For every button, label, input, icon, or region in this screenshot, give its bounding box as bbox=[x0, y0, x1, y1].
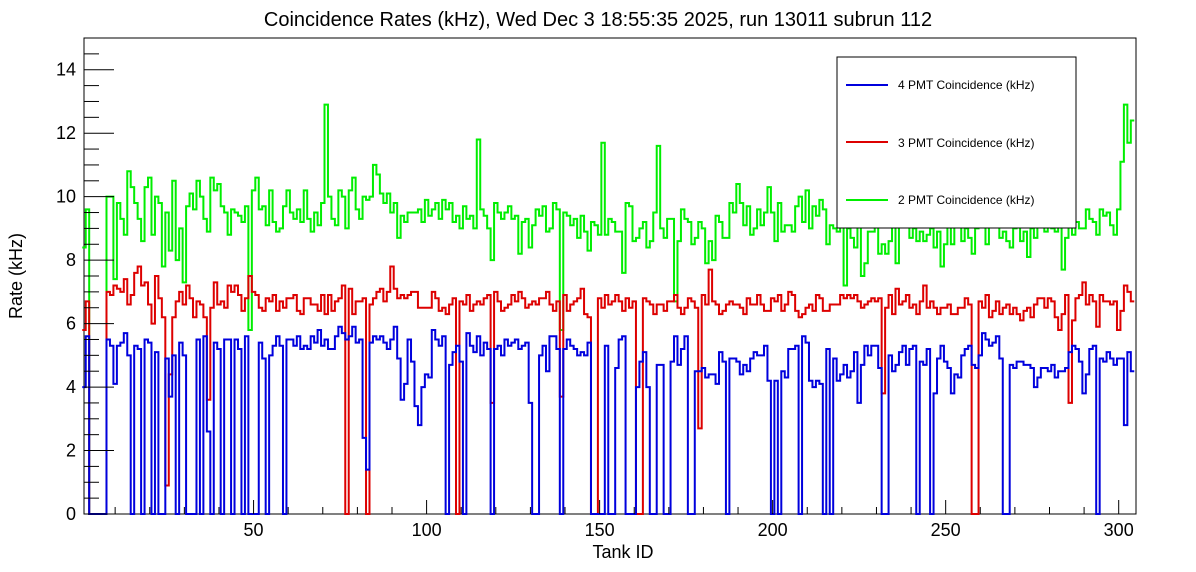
y-tick-label: 6 bbox=[66, 314, 76, 334]
x-tick-label: 250 bbox=[931, 520, 961, 540]
x-tick-label: 150 bbox=[585, 520, 615, 540]
legend: 4 PMT Coincidence (kHz) 3 PMT Coincidenc… bbox=[836, 56, 1077, 229]
y-axis-label: Rate (kHz) bbox=[6, 233, 26, 319]
chart-title: Coincidence Rates (kHz), Wed Dec 3 18:55… bbox=[264, 9, 932, 31]
y-tick-label: 10 bbox=[56, 187, 76, 207]
series-line-4pmt bbox=[82, 325, 1135, 515]
axes: 0 2 4 6 8 10 12 14 50 100 150 200 250 300 bbox=[56, 53, 1134, 540]
x-tick-label: 50 bbox=[244, 520, 264, 540]
x-axis-label: Tank ID bbox=[592, 542, 653, 562]
y-tick-label: 4 bbox=[66, 377, 76, 397]
x-tick-label: 300 bbox=[1104, 520, 1134, 540]
y-tick-label: 0 bbox=[66, 504, 76, 524]
y-tick-label: 2 bbox=[66, 441, 76, 461]
y-tick-label: 14 bbox=[56, 60, 76, 80]
series-line-3pmt bbox=[82, 265, 1135, 515]
y-tick-label: 12 bbox=[56, 123, 76, 143]
legend-label-4pmt: 4 PMT Coincidence (kHz) bbox=[898, 78, 1035, 92]
y-tick-label: 8 bbox=[66, 250, 76, 270]
legend-label-2pmt: 2 PMT Coincidence (kHz) bbox=[898, 193, 1035, 207]
x-tick-label: 200 bbox=[758, 520, 788, 540]
legend-label-3pmt: 3 PMT Coincidence (kHz) bbox=[898, 136, 1035, 150]
x-tick-label: 100 bbox=[412, 520, 442, 540]
